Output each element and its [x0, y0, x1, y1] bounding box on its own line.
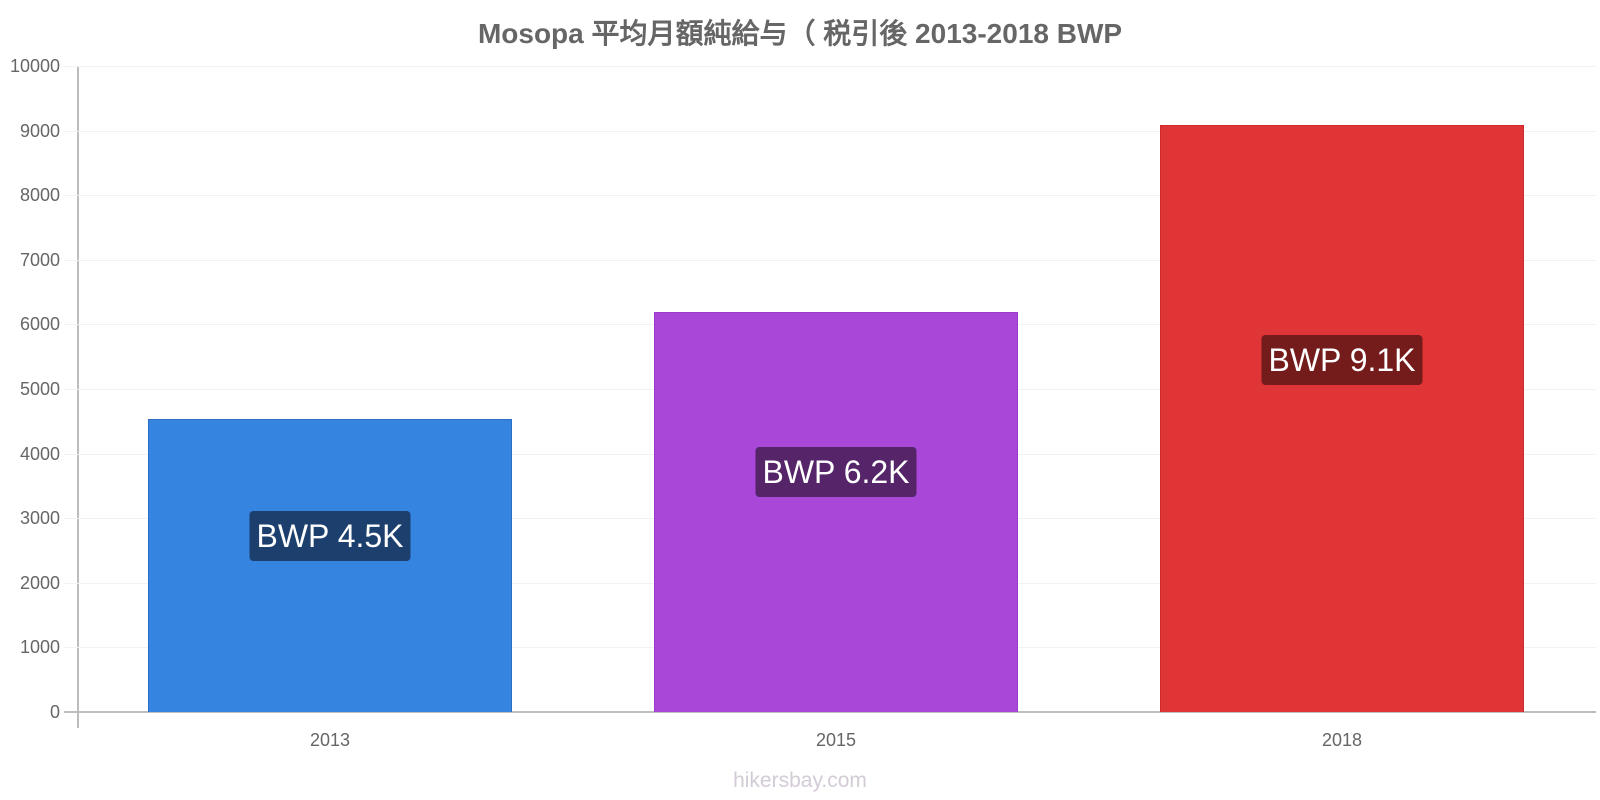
y-tick-mark [64, 647, 77, 648]
source-watermark: hikersbay.com [733, 769, 867, 792]
bar-value-label: BWP 6.2K [755, 447, 917, 497]
gridline [77, 66, 1596, 67]
bar-2013[interactable] [148, 419, 512, 712]
x-tick-label: 2018 [1321, 730, 1363, 750]
gridline [77, 131, 1596, 132]
y-tick-mark [64, 518, 77, 519]
x-axis-line [64, 711, 1596, 713]
bar-value-label: BWP 9.1K [1261, 335, 1423, 385]
chart-title: Mosopa 平均月額純給与（ 税引後 2013-2018 BWP [477, 18, 1123, 49]
y-tick-label: 4000 [19, 444, 60, 464]
y-tick-label: 5000 [19, 379, 60, 399]
y-tick-mark [64, 324, 77, 325]
y-axis-line [77, 66, 79, 728]
y-tick-mark [64, 260, 77, 261]
y-tick-label: 10000 [9, 56, 60, 76]
y-tick-label: 8000 [19, 185, 60, 205]
bar-2018[interactable] [1160, 125, 1524, 712]
y-tick-mark [64, 66, 77, 67]
bar-2015[interactable] [654, 312, 1018, 712]
y-tick-label: 7000 [19, 250, 60, 270]
gridline [77, 195, 1596, 196]
y-tick-label: 3000 [19, 508, 60, 528]
y-tick-label: 2000 [19, 573, 60, 593]
y-tick-label: 1000 [19, 637, 60, 657]
y-tick-label: 6000 [19, 314, 60, 334]
x-tick-label: 2013 [309, 730, 351, 750]
y-tick-label: 0 [49, 702, 60, 722]
y-tick-label: 9000 [19, 121, 60, 141]
y-tick-mark [64, 583, 77, 584]
y-tick-mark [64, 195, 77, 196]
x-tick-label: 2015 [815, 730, 857, 750]
y-tick-mark [64, 712, 77, 713]
y-tick-mark [64, 389, 77, 390]
gridline [77, 260, 1596, 261]
y-tick-mark [64, 131, 77, 132]
bar-value-label: BWP 4.5K [249, 511, 411, 561]
y-tick-mark [64, 454, 77, 455]
